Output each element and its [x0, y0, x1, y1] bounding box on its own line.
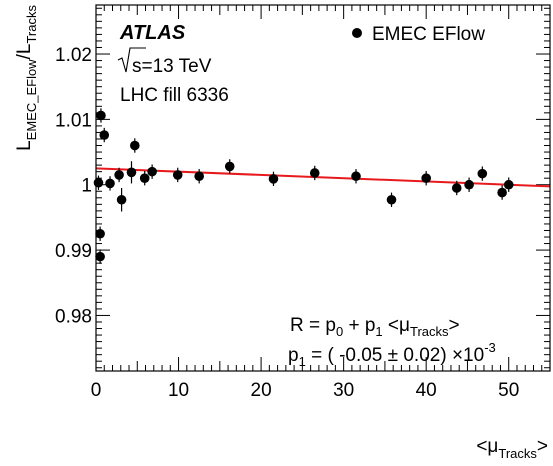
- y-tick-labels: 0.98 0.99 1 1.01 1.02: [55, 45, 92, 327]
- energy-label: s=13 TeV: [117, 47, 212, 77]
- point-marker: [95, 228, 105, 239]
- data-point: [126, 161, 137, 184]
- data-point: [421, 171, 431, 186]
- legend: EMEC EFlow: [352, 24, 485, 45]
- data-point: [147, 164, 157, 179]
- fit-line-group: [95, 167, 551, 188]
- data-point: [224, 159, 235, 174]
- legend-label: EMEC EFlow: [372, 24, 485, 45]
- point-marker: [126, 167, 137, 178]
- point-marker: [147, 166, 157, 177]
- data-point: [96, 108, 106, 123]
- point-marker: [224, 161, 235, 172]
- point-marker: [309, 168, 320, 178]
- data-point: [95, 249, 105, 264]
- data-point: [464, 177, 474, 192]
- sqrt-symbol: [117, 47, 146, 73]
- plot-frame: [95, 4, 551, 372]
- data-point: [129, 138, 140, 153]
- point-marker: [139, 173, 150, 183]
- data-point: [477, 166, 488, 181]
- x-tick-label: 20: [251, 380, 272, 401]
- data-point: [116, 188, 127, 212]
- point-marker: [503, 179, 514, 190]
- point-marker: [351, 171, 361, 182]
- data-point: [114, 167, 124, 183]
- y-tick-label: 1.01: [55, 110, 92, 131]
- point-marker: [386, 194, 397, 205]
- point-marker: [172, 170, 183, 180]
- data-point: [386, 192, 397, 207]
- y-tick-label: 1.02: [55, 45, 92, 66]
- data-point: [451, 180, 462, 196]
- x-tick-label: 50: [498, 380, 519, 401]
- data-point: [503, 177, 514, 192]
- data-point: [139, 171, 150, 186]
- point-marker: [421, 173, 431, 183]
- data-point: [268, 171, 279, 187]
- point-marker: [114, 170, 124, 180]
- y-axis-title: LEMEC_EFlow/LTracks: [14, 5, 39, 151]
- y-tick-label: 0.98: [55, 306, 92, 327]
- point-marker: [497, 187, 507, 198]
- y-tick-label: 1: [81, 176, 92, 197]
- x-tick-label: 10: [168, 380, 189, 401]
- legend-marker: [352, 28, 362, 38]
- axis-ticks: [95, 5, 551, 371]
- point-marker: [116, 194, 127, 205]
- data-point: [309, 165, 320, 181]
- x-tick-label: 30: [333, 380, 354, 401]
- fit-formula: R = p0 + p1 <μTracks>: [290, 315, 460, 339]
- y-tick-label: 0.99: [55, 241, 92, 262]
- data-point: [172, 167, 183, 183]
- fit-result: p1 = ( -0.05 ± 0.02) ×10-3: [288, 340, 496, 369]
- data-point: [351, 169, 361, 184]
- data-points: [93, 108, 514, 264]
- point-marker: [464, 179, 474, 190]
- data-point: [95, 226, 105, 241]
- x-tick-label: 0: [91, 380, 102, 401]
- fill-label: LHC fill 6336: [120, 85, 229, 106]
- point-marker: [194, 171, 204, 182]
- data-point: [497, 185, 507, 200]
- fit-line: [95, 167, 551, 188]
- point-marker: [477, 168, 488, 179]
- point-marker: [99, 130, 110, 140]
- point-marker: [268, 174, 279, 184]
- point-marker: [96, 110, 106, 121]
- data-point: [105, 176, 115, 191]
- point-marker: [451, 183, 462, 193]
- point-marker: [105, 178, 115, 189]
- data-point: [194, 169, 204, 184]
- point-marker: [129, 140, 140, 151]
- experiment-label: ATLAS: [119, 22, 186, 44]
- data-point: [99, 127, 110, 143]
- point-marker: [93, 177, 104, 188]
- x-tick-labels: 0 10 20 30 40 50: [91, 380, 520, 401]
- x-axis-title: <μTracks>: [476, 436, 548, 461]
- energy-text: s=13 TeV: [132, 56, 212, 77]
- x-tick-label: 40: [416, 380, 437, 401]
- point-marker: [95, 251, 105, 262]
